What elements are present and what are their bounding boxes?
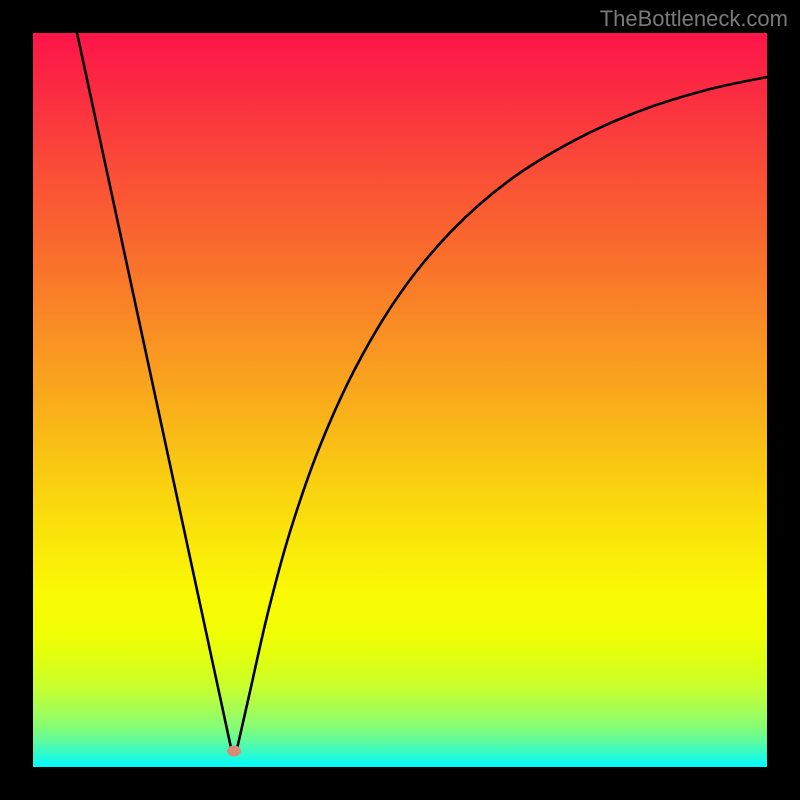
watermark-text: TheBottleneck.com bbox=[600, 6, 788, 32]
curve-right-branch bbox=[237, 77, 767, 749]
bottleneck-curve bbox=[33, 33, 767, 767]
curve-left-branch bbox=[77, 33, 231, 749]
minimum-marker bbox=[227, 745, 241, 756]
plot-area bbox=[33, 33, 767, 767]
